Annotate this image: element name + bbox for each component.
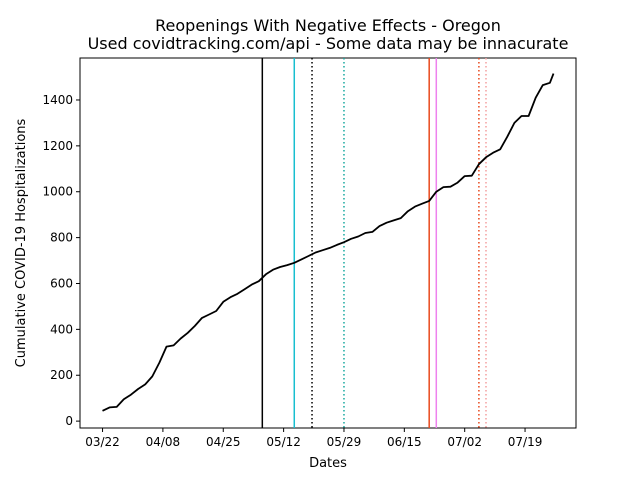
x-tick-label: 05/29 xyxy=(327,435,362,449)
y-tick-label: 400 xyxy=(50,322,73,336)
y-tick-label: 1000 xyxy=(42,185,73,199)
x-tick-label: 07/02 xyxy=(447,435,482,449)
chart-title: Reopenings With Negative Effects - Orego… xyxy=(155,16,501,35)
y-tick-label: 200 xyxy=(50,368,73,382)
x-tick-label: 03/22 xyxy=(85,435,120,449)
x-tick-label: 06/15 xyxy=(387,435,422,449)
x-tick-label: 04/08 xyxy=(146,435,181,449)
y-axis-label: Cumulative COVID-19 Hospitalizations xyxy=(14,118,29,367)
chart-subtitle: Used covidtracking.com/api - Some data m… xyxy=(88,34,569,53)
x-tick-label: 05/12 xyxy=(266,435,301,449)
x-tick-label: 07/19 xyxy=(508,435,543,449)
data-line xyxy=(102,73,555,412)
x-axis-label: Dates xyxy=(309,456,347,471)
x-tick-label: 04/25 xyxy=(206,435,241,449)
y-tick-label: 600 xyxy=(50,276,73,290)
plot-frame xyxy=(79,57,577,429)
y-tick-label: 1200 xyxy=(42,139,73,153)
y-tick-label: 1400 xyxy=(42,93,73,107)
y-tick-label: 0 xyxy=(65,414,73,428)
y-tick-label: 800 xyxy=(50,231,73,245)
